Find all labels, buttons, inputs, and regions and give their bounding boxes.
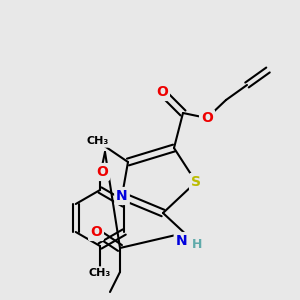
Text: CH₃: CH₃ bbox=[87, 136, 109, 146]
Text: O: O bbox=[156, 85, 168, 99]
Text: H: H bbox=[192, 238, 203, 250]
Text: O: O bbox=[201, 111, 213, 125]
Text: N: N bbox=[116, 189, 128, 203]
Text: N: N bbox=[176, 234, 187, 248]
Text: CH₃: CH₃ bbox=[89, 268, 111, 278]
Text: S: S bbox=[191, 175, 201, 189]
Text: O: O bbox=[90, 225, 102, 239]
Text: O: O bbox=[96, 165, 108, 179]
